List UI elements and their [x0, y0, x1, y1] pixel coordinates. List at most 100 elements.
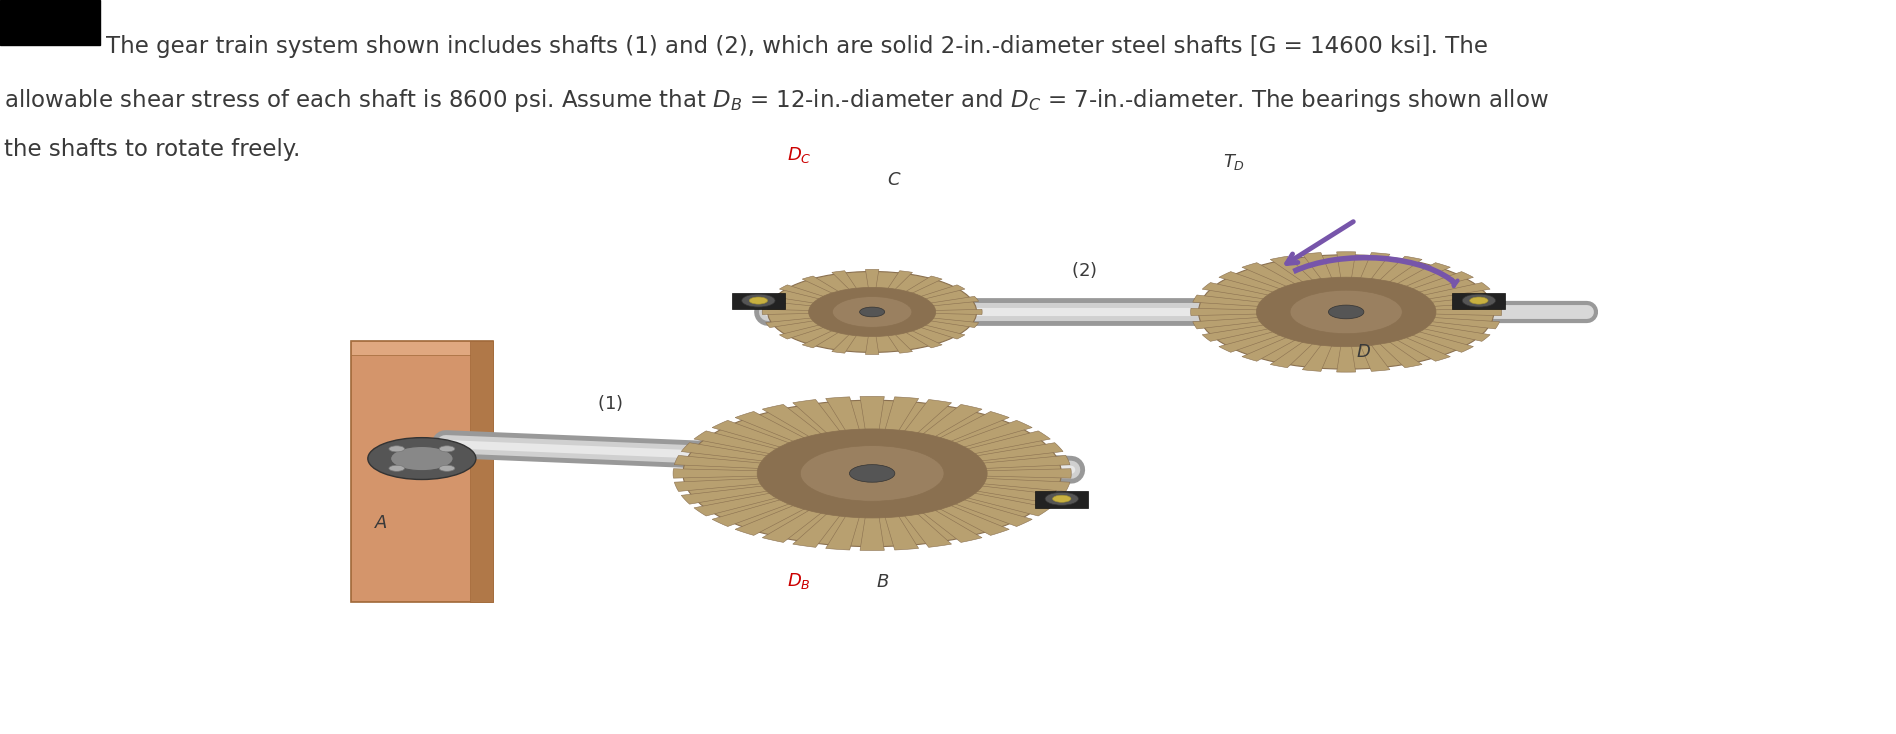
Wedge shape — [762, 404, 872, 473]
Wedge shape — [872, 399, 952, 473]
Circle shape — [1052, 495, 1071, 502]
Wedge shape — [766, 297, 872, 312]
Wedge shape — [872, 271, 912, 312]
Wedge shape — [872, 285, 965, 312]
Circle shape — [757, 429, 988, 518]
Text: $T_D$: $T_D$ — [1223, 153, 1246, 172]
Wedge shape — [1303, 252, 1346, 312]
Wedge shape — [793, 473, 872, 548]
Wedge shape — [872, 473, 1064, 504]
Wedge shape — [762, 473, 872, 542]
Wedge shape — [779, 285, 872, 312]
Wedge shape — [872, 473, 952, 548]
Wedge shape — [865, 312, 880, 355]
Wedge shape — [802, 312, 872, 348]
Wedge shape — [1270, 312, 1346, 368]
Wedge shape — [861, 473, 884, 550]
Wedge shape — [675, 455, 872, 473]
Wedge shape — [872, 473, 920, 550]
Wedge shape — [1337, 252, 1356, 312]
Wedge shape — [1346, 295, 1500, 312]
Text: $A$: $A$ — [374, 514, 387, 532]
Wedge shape — [872, 312, 942, 348]
Wedge shape — [713, 473, 872, 526]
Circle shape — [683, 400, 1062, 547]
Text: $B$: $B$ — [876, 573, 889, 591]
Wedge shape — [872, 312, 978, 327]
Circle shape — [1289, 290, 1403, 334]
Bar — [1452, 294, 1505, 310]
Bar — [470, 341, 493, 602]
Wedge shape — [872, 473, 1031, 526]
Wedge shape — [779, 312, 872, 339]
Wedge shape — [1346, 283, 1490, 312]
Circle shape — [389, 446, 404, 452]
Circle shape — [800, 446, 944, 501]
Text: $(1)$: $(1)$ — [597, 393, 624, 413]
Wedge shape — [1202, 312, 1346, 341]
Wedge shape — [675, 473, 872, 492]
Circle shape — [1257, 277, 1435, 346]
Wedge shape — [872, 412, 1009, 473]
Wedge shape — [872, 473, 1009, 535]
Wedge shape — [872, 397, 920, 473]
Wedge shape — [1346, 312, 1500, 329]
Wedge shape — [832, 312, 872, 353]
Wedge shape — [1193, 312, 1346, 329]
Text: The gear train system shown includes shafts (1) and (2), which are solid 2-in.-d: The gear train system shown includes sha… — [106, 35, 1488, 58]
Wedge shape — [713, 421, 872, 473]
Wedge shape — [872, 297, 978, 312]
Circle shape — [808, 287, 937, 337]
Wedge shape — [832, 271, 872, 312]
Circle shape — [440, 465, 455, 471]
Text: $(2)$: $(2)$ — [1071, 261, 1098, 280]
Wedge shape — [681, 473, 872, 504]
Bar — [732, 294, 785, 310]
Wedge shape — [1242, 263, 1346, 312]
Wedge shape — [872, 473, 1069, 492]
Wedge shape — [1193, 295, 1346, 312]
Bar — [351, 341, 493, 602]
Wedge shape — [694, 473, 872, 516]
Circle shape — [1198, 255, 1494, 369]
Wedge shape — [865, 269, 880, 312]
Wedge shape — [872, 455, 1069, 473]
Wedge shape — [872, 309, 982, 315]
Wedge shape — [872, 469, 1071, 478]
Wedge shape — [872, 473, 1050, 516]
Circle shape — [368, 437, 476, 479]
Circle shape — [440, 446, 455, 452]
Bar — [351, 341, 493, 355]
Wedge shape — [1303, 312, 1346, 371]
Wedge shape — [825, 397, 872, 473]
Wedge shape — [861, 396, 884, 473]
Text: $D_C$: $D_C$ — [787, 145, 811, 165]
Wedge shape — [872, 443, 1064, 473]
Wedge shape — [1219, 272, 1346, 312]
Wedge shape — [802, 276, 872, 312]
Circle shape — [391, 446, 453, 470]
Wedge shape — [1346, 312, 1490, 341]
Wedge shape — [766, 312, 872, 327]
Wedge shape — [1242, 312, 1346, 361]
Circle shape — [389, 465, 404, 471]
Circle shape — [859, 307, 885, 317]
Wedge shape — [872, 312, 912, 353]
Wedge shape — [872, 312, 965, 339]
Wedge shape — [1270, 256, 1346, 312]
Circle shape — [1462, 294, 1496, 307]
Wedge shape — [872, 431, 1050, 473]
Circle shape — [741, 294, 775, 307]
Text: $D$: $D$ — [1356, 343, 1371, 361]
Wedge shape — [1346, 312, 1473, 352]
Circle shape — [849, 465, 895, 482]
Wedge shape — [673, 469, 872, 478]
Wedge shape — [736, 473, 872, 535]
Wedge shape — [762, 309, 872, 315]
Bar — [0, 0, 100, 45]
Circle shape — [749, 297, 768, 304]
Circle shape — [1469, 297, 1488, 304]
Wedge shape — [1346, 308, 1502, 316]
Wedge shape — [1346, 252, 1390, 312]
Wedge shape — [872, 404, 982, 473]
